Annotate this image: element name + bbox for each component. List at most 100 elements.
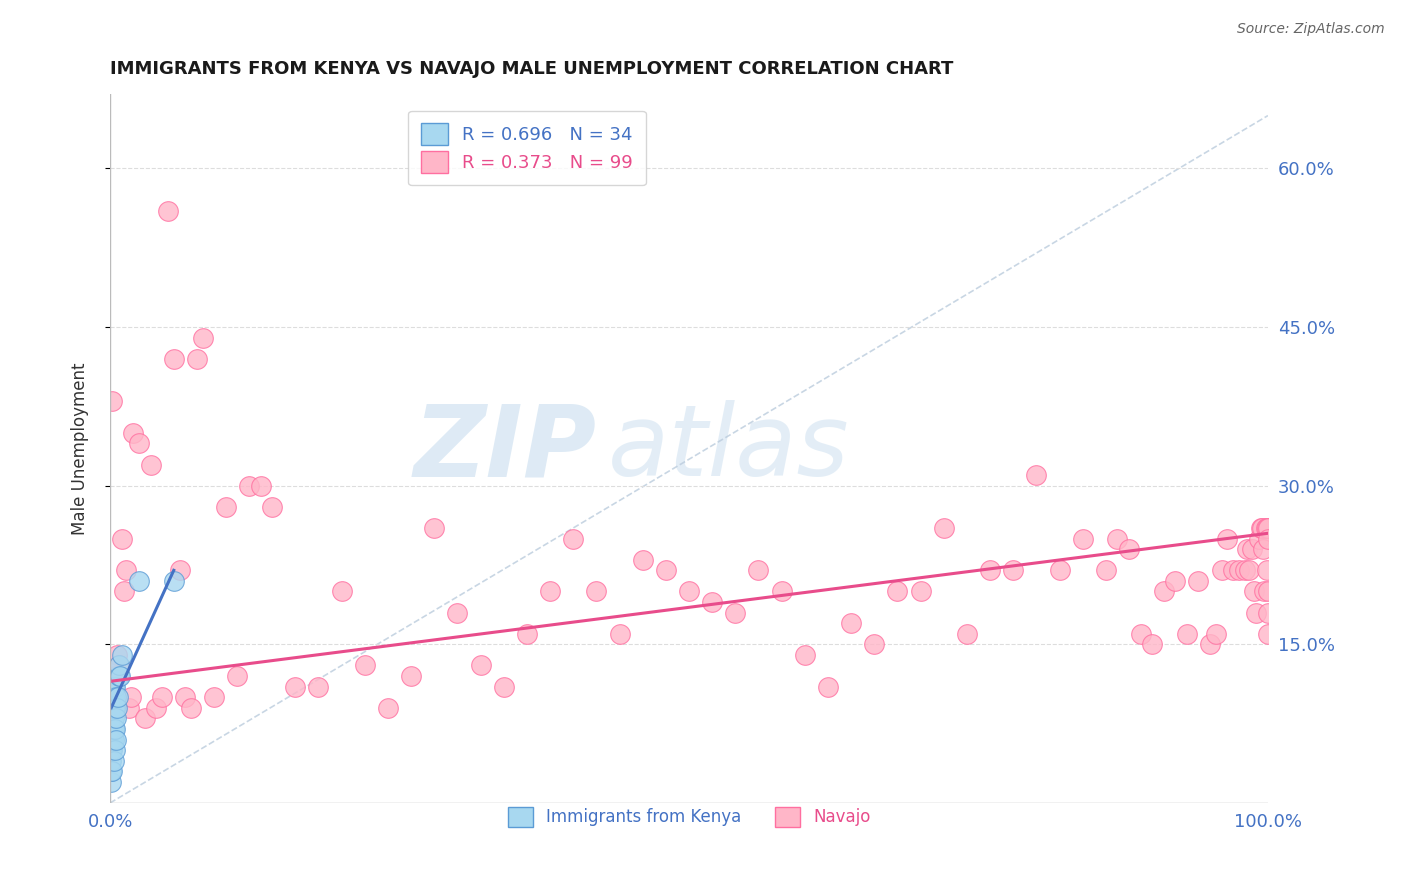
Point	[1199, 637, 1222, 651]
Point	[1254, 521, 1277, 535]
Point	[492, 680, 515, 694]
Point	[104, 680, 127, 694]
Point	[110, 669, 132, 683]
Point	[101, 764, 124, 779]
Point	[886, 584, 908, 599]
Point	[1211, 563, 1233, 577]
Point	[128, 574, 150, 588]
Point	[1222, 563, 1244, 577]
Point	[112, 584, 135, 599]
Point	[910, 584, 932, 599]
Point	[104, 700, 127, 714]
Point	[103, 690, 125, 705]
Point	[145, 700, 167, 714]
Point	[169, 563, 191, 577]
Y-axis label: Male Unemployment: Male Unemployment	[72, 362, 89, 535]
Point	[1164, 574, 1187, 588]
Point	[101, 711, 124, 725]
Point	[100, 732, 122, 747]
Point	[330, 584, 353, 599]
Point	[108, 658, 131, 673]
Point	[1236, 542, 1258, 557]
Point	[308, 680, 330, 694]
Point	[226, 669, 249, 683]
Point	[1049, 563, 1071, 577]
Point	[1250, 521, 1272, 535]
Point	[139, 458, 162, 472]
Text: IMMIGRANTS FROM KENYA VS NAVAJO MALE UNEMPLOYMENT CORRELATION CHART: IMMIGRANTS FROM KENYA VS NAVAJO MALE UNE…	[110, 60, 953, 78]
Point	[163, 574, 186, 588]
Point	[1239, 563, 1261, 577]
Point	[104, 690, 127, 705]
Point	[724, 606, 747, 620]
Point	[1257, 606, 1279, 620]
Point	[163, 351, 186, 366]
Point	[101, 743, 124, 757]
Point	[103, 722, 125, 736]
Point	[150, 690, 173, 705]
Point	[585, 584, 607, 599]
Point	[1227, 563, 1250, 577]
Point	[103, 754, 125, 768]
Point	[655, 563, 678, 577]
Point	[101, 700, 124, 714]
Point	[1187, 574, 1209, 588]
Point	[180, 700, 202, 714]
Point	[103, 690, 125, 705]
Point	[863, 637, 886, 651]
Point	[1247, 532, 1270, 546]
Point	[1243, 584, 1265, 599]
Point	[128, 436, 150, 450]
Point	[104, 669, 127, 683]
Point	[1094, 563, 1116, 577]
Point	[100, 764, 122, 779]
Point	[103, 680, 125, 694]
Point	[105, 700, 128, 714]
Point	[1233, 563, 1256, 577]
Point	[107, 690, 129, 705]
Point	[104, 700, 127, 714]
Point	[1251, 542, 1274, 557]
Point	[1071, 532, 1094, 546]
Point	[111, 532, 134, 546]
Point	[101, 394, 124, 409]
Point	[423, 521, 446, 535]
Point	[702, 595, 724, 609]
Text: ZIP: ZIP	[413, 401, 596, 497]
Point	[353, 658, 375, 673]
Point	[134, 711, 156, 725]
Point	[104, 711, 127, 725]
Point	[284, 680, 307, 694]
Point	[1118, 542, 1140, 557]
Point	[104, 743, 127, 757]
Point	[103, 732, 125, 747]
Point	[1251, 521, 1274, 535]
Point	[215, 500, 238, 514]
Point	[111, 648, 134, 662]
Point	[1253, 584, 1275, 599]
Point	[238, 479, 260, 493]
Point	[1256, 521, 1278, 535]
Point	[1257, 521, 1279, 535]
Point	[100, 754, 122, 768]
Point	[1257, 584, 1279, 599]
Point	[1175, 626, 1198, 640]
Point	[103, 711, 125, 725]
Point	[156, 203, 179, 218]
Point	[1129, 626, 1152, 640]
Point	[100, 743, 122, 757]
Point	[1216, 532, 1239, 546]
Point	[747, 563, 769, 577]
Point	[104, 732, 127, 747]
Point	[262, 500, 284, 514]
Point	[609, 626, 631, 640]
Point	[1140, 637, 1163, 651]
Point	[101, 732, 124, 747]
Point	[249, 479, 271, 493]
Point	[1240, 542, 1263, 557]
Point	[103, 700, 125, 714]
Point	[932, 521, 955, 535]
Point	[108, 669, 131, 683]
Point	[446, 606, 468, 620]
Point	[202, 690, 225, 705]
